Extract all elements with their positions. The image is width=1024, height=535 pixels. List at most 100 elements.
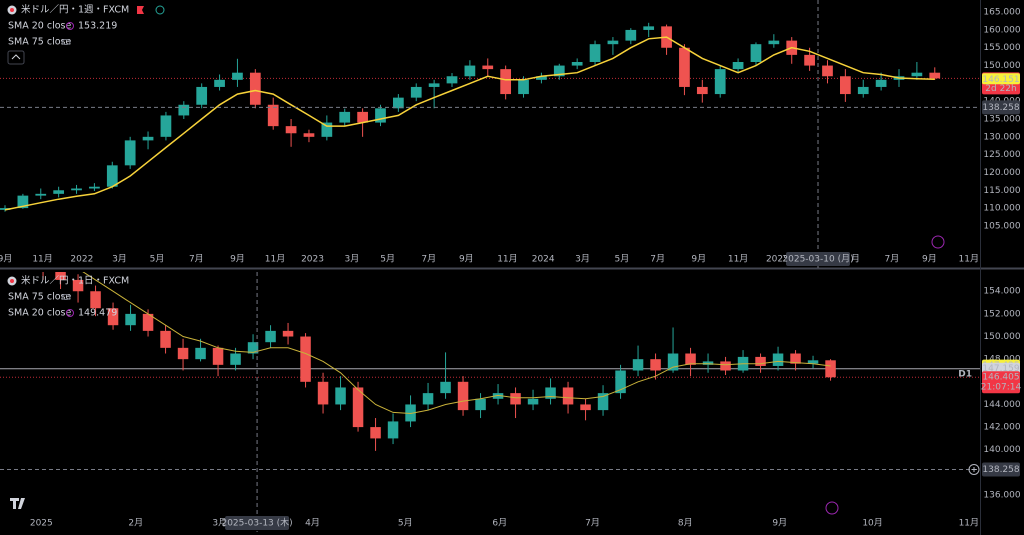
crosshair-price: 138.258: [982, 103, 1019, 113]
candle-body: [643, 26, 655, 30]
candle-body: [267, 104, 279, 127]
candle-body: [615, 370, 626, 394]
candle-body: [755, 356, 766, 366]
y-tick-label: 150.000: [983, 61, 1020, 71]
candle-body: [457, 381, 469, 411]
candle-body: [106, 165, 118, 187]
indicator-name: SMA 20 close: [8, 21, 71, 32]
x-tick-label: 2025: [766, 255, 789, 265]
candle-body: [387, 421, 399, 439]
candle-body: [685, 353, 696, 365]
candle-body: [475, 398, 486, 411]
tv-logo: [10, 498, 25, 509]
candle-body: [632, 359, 644, 371]
x-tick-label: 5月: [845, 254, 860, 265]
candle-body: [410, 86, 422, 98]
candle-body: [142, 136, 154, 141]
candle-body: [545, 387, 556, 399]
candle-body: [212, 347, 224, 365]
x-tick-label: 9月: [0, 254, 12, 265]
candle-body: [339, 111, 351, 123]
indicator-name: SMA 75 close: [8, 292, 71, 303]
x-tick-label: 5月: [614, 254, 629, 265]
candle-body: [714, 69, 726, 95]
x-tick-label: 2025: [30, 519, 53, 529]
visibility-icon: [61, 39, 71, 45]
candle-body: [840, 76, 851, 95]
candle-body: [571, 62, 583, 66]
y-tick-label: 135.000: [983, 115, 1020, 125]
candle-body: [720, 361, 731, 371]
candle-body: [580, 404, 591, 411]
series-tag: D1: [958, 370, 972, 380]
candle-body: [804, 54, 815, 66]
candle-body: [142, 313, 154, 331]
price-label-box: [982, 362, 1020, 374]
y-tick-label: 160.000: [983, 25, 1020, 35]
candle-body: [370, 427, 381, 439]
candle-body: [55, 272, 66, 280]
candle-body: [428, 83, 440, 87]
x-tick-label: 11月: [959, 254, 979, 265]
candle-body: [536, 76, 547, 80]
candle-body: [790, 353, 801, 364]
candle-body: [282, 330, 294, 337]
x-tick-label: 11月: [32, 254, 52, 265]
event-icon[interactable]: [931, 235, 945, 249]
candle-body: [492, 393, 504, 399]
collapse-button[interactable]: [7, 50, 25, 65]
x-tick-label: 5月: [380, 254, 395, 265]
x-tick-label: 11月: [959, 518, 979, 529]
symbol-icon-flag: [10, 8, 14, 12]
settings-icon: [66, 22, 75, 30]
x-tick-label: 9月: [691, 254, 706, 265]
x-tick-label: 7月: [585, 518, 600, 529]
event-icon[interactable]: [825, 501, 839, 515]
candle-body: [303, 133, 315, 137]
crosshair-date-box: [786, 252, 851, 266]
candle-body: [71, 188, 82, 191]
candle-body: [89, 186, 100, 189]
candle-body: [875, 79, 887, 87]
candle-body: [422, 393, 434, 405]
indicator-name: SMA 75 close: [8, 37, 71, 48]
price-label-countdown: 2d 22h: [985, 84, 1016, 94]
candle-body: [317, 381, 329, 405]
crosshair-price-box: [982, 100, 1020, 115]
x-tick-label: 9月: [230, 254, 245, 265]
x-tick-label: 7月: [884, 254, 899, 265]
x-tick-label: 7月: [421, 254, 436, 265]
candle-body: [822, 65, 833, 77]
candle-body: [265, 330, 276, 343]
candle-body: [178, 104, 190, 116]
candle-body: [125, 313, 136, 326]
candle-body: [772, 353, 784, 366]
price-label: 146.405: [982, 373, 1019, 383]
candle-body: [17, 195, 29, 209]
candle-body: [696, 86, 708, 95]
x-tick-label: 5月: [398, 518, 413, 529]
y-tick-label: 120.000: [983, 168, 1020, 178]
x-tick-label: 10月: [862, 518, 882, 529]
candle-body: [232, 72, 243, 80]
candle-body: [285, 126, 297, 134]
candle-body: [352, 387, 364, 428]
candle-body: [510, 393, 521, 405]
candle-body: [667, 353, 679, 371]
x-tick-label: 9月: [459, 254, 474, 265]
y-tick-label: 150.000: [983, 332, 1020, 342]
x-tick-label: 3月: [345, 254, 360, 265]
candle-body: [160, 115, 172, 137]
candle-body: [247, 342, 259, 354]
symbol-title: 米ドル／円・1週・FXCM: [21, 4, 129, 16]
candle-body: [160, 330, 171, 348]
y-tick-label: 125.000: [983, 150, 1020, 160]
x-tick-label: 11月: [265, 254, 285, 265]
candle-body: [72, 279, 84, 292]
candle-body: [124, 140, 136, 166]
candle-body: [446, 76, 458, 84]
y-tick-label: 142.000: [983, 423, 1020, 433]
market-flag: [137, 6, 144, 14]
y-tick-label: 115.000: [983, 186, 1020, 196]
